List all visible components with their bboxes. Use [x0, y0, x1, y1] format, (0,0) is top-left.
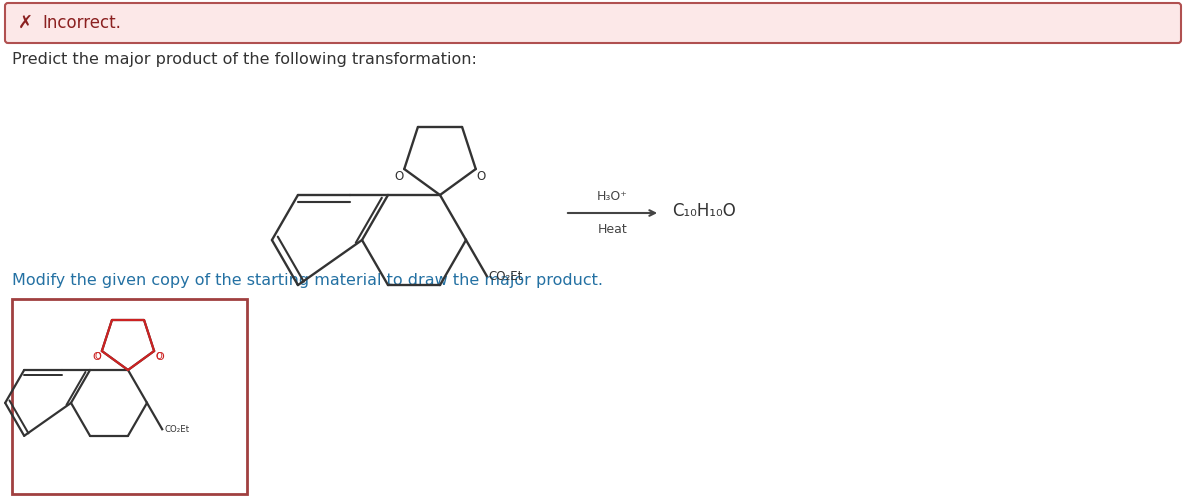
Text: O: O	[477, 170, 486, 183]
Text: CO₂Et: CO₂Et	[164, 425, 190, 434]
Text: H₃O⁺: H₃O⁺	[597, 190, 627, 203]
Text: Heat: Heat	[598, 223, 627, 236]
Text: O: O	[155, 352, 161, 361]
Text: CO₂Et: CO₂Et	[489, 269, 523, 283]
Text: ✗: ✗	[18, 14, 32, 32]
Text: O: O	[93, 352, 101, 362]
Text: C₁₀H₁₀O: C₁₀H₁₀O	[672, 202, 735, 220]
Text: Incorrect.: Incorrect.	[42, 14, 121, 32]
Text: Predict the major product of the following transformation:: Predict the major product of the followi…	[12, 52, 477, 67]
FancyBboxPatch shape	[12, 299, 247, 494]
FancyBboxPatch shape	[5, 3, 1181, 43]
Text: O: O	[394, 170, 403, 183]
Text: O: O	[155, 352, 164, 362]
Text: Modify the given copy of the starting material to draw the major product.: Modify the given copy of the starting ma…	[12, 273, 602, 288]
Text: O: O	[94, 352, 101, 361]
